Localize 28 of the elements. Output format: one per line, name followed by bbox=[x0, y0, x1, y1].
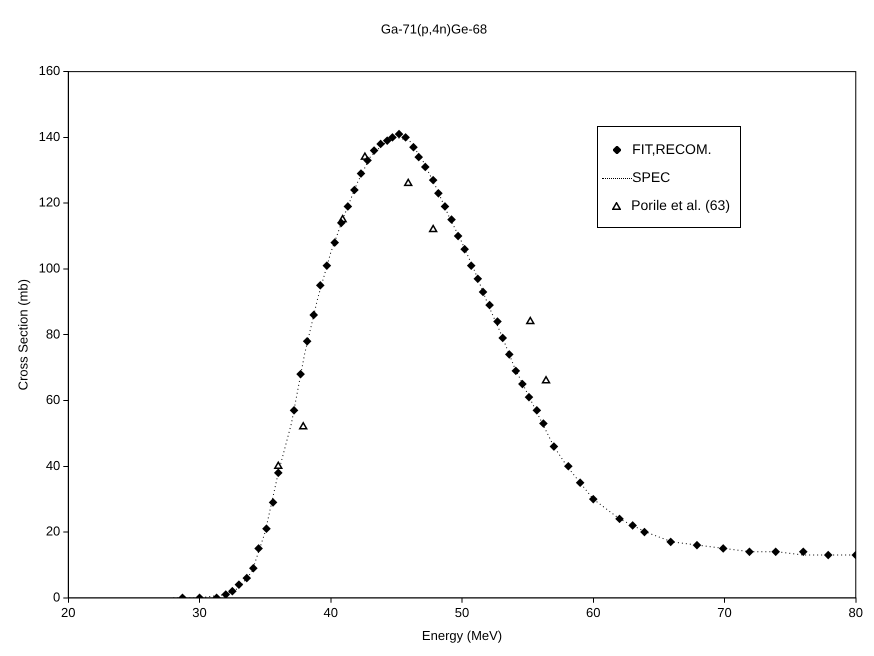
legend-label: SPEC bbox=[632, 169, 670, 185]
point bbox=[526, 316, 534, 324]
y-tick-label: 40 bbox=[46, 458, 60, 473]
y-tick-label: 80 bbox=[46, 326, 60, 342]
y-tick-label: 60 bbox=[46, 392, 60, 408]
x-tick-label: 50 bbox=[454, 605, 470, 620]
y-axis-title: Cross Section (mb) bbox=[15, 279, 30, 390]
y-tick-label: 100 bbox=[38, 260, 60, 276]
x-tick-label: 80 bbox=[848, 605, 864, 620]
point bbox=[299, 422, 308, 430]
y-tick-label: 140 bbox=[38, 128, 60, 144]
y-tick-label: 20 bbox=[46, 524, 60, 539]
y-tick-label: 120 bbox=[38, 194, 60, 210]
point bbox=[428, 224, 438, 232]
x-tick-label: 40 bbox=[324, 605, 338, 620]
y-tick-label: 0 bbox=[53, 589, 60, 604]
point bbox=[274, 462, 282, 469]
chart-title: Ga-71(p,4n)Ge-68 bbox=[380, 21, 488, 36]
x-tick-label: 30 bbox=[192, 605, 207, 620]
x-tick-label: 20 bbox=[61, 605, 76, 620]
legend-label: FIT,RECOM. bbox=[632, 141, 712, 157]
x-tick-label: 70 bbox=[717, 605, 732, 620]
y-tick-label: 160 bbox=[38, 63, 60, 78]
point bbox=[542, 376, 550, 384]
point bbox=[404, 178, 412, 186]
x-axis-title: Energy (MeV) bbox=[422, 628, 502, 643]
legend-label: Porile et al. (63) bbox=[631, 197, 730, 213]
x-tick-label: 60 bbox=[586, 605, 601, 620]
